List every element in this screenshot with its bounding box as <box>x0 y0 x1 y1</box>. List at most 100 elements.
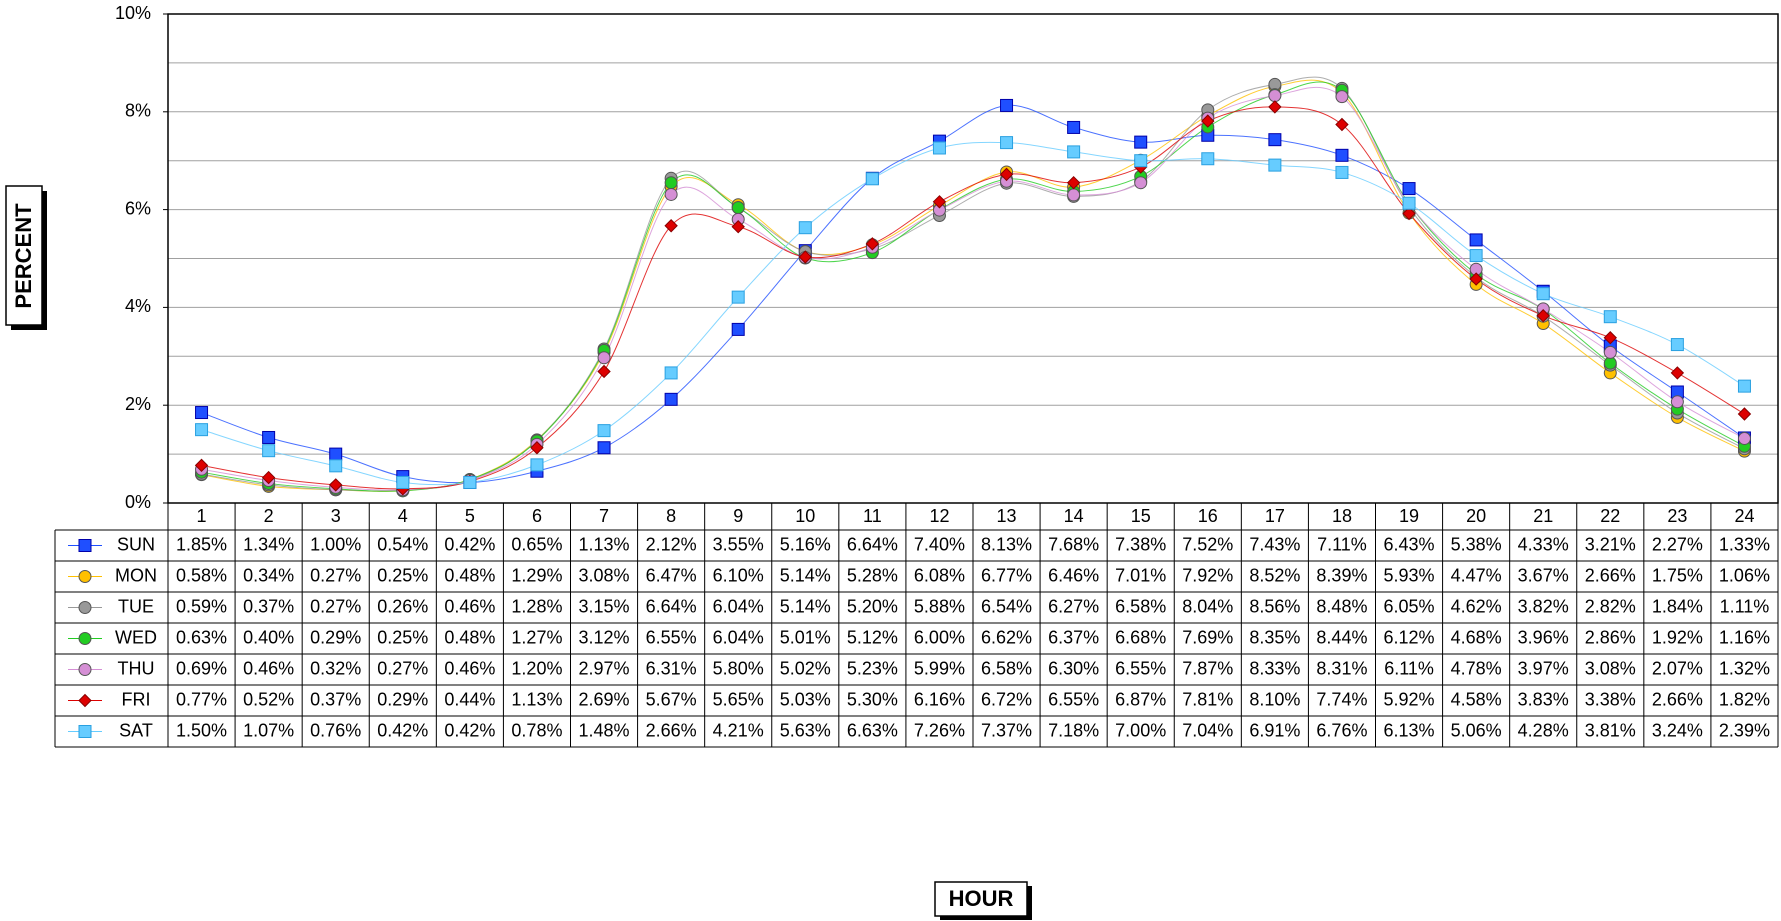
marker <box>261 470 276 485</box>
marker <box>1737 431 1751 445</box>
table-cell: 2.12% <box>646 534 697 554</box>
marker <box>1402 196 1416 210</box>
marker <box>1134 135 1148 149</box>
marker <box>731 220 745 234</box>
table-cell: 0.40% <box>243 627 294 647</box>
table-cell: 6.62% <box>981 627 1032 647</box>
marker <box>1000 98 1014 112</box>
marker <box>329 447 343 461</box>
marker <box>1536 309 1550 323</box>
x-tick-label: 4 <box>398 506 408 526</box>
x-tick-label: 24 <box>1734 506 1754 526</box>
table-cell: 3.83% <box>1518 689 1569 709</box>
y-tick-label: 6% <box>125 198 151 218</box>
table-cell: 3.15% <box>579 596 630 616</box>
table-cell: 2.86% <box>1585 627 1636 647</box>
x-tick-label: 2 <box>264 506 274 526</box>
table-cell: 0.29% <box>310 627 361 647</box>
table-cell: 1.85% <box>176 534 227 554</box>
table-cell: 7.92% <box>1182 565 1233 585</box>
table-cell: 6.64% <box>847 534 898 554</box>
legend-label: TUE <box>118 596 154 616</box>
table-cell: 6.76% <box>1316 720 1367 740</box>
table-cell: 1.20% <box>511 658 562 678</box>
marker <box>1335 90 1349 104</box>
x-tick-label: 17 <box>1265 506 1285 526</box>
table-cell: 0.34% <box>243 565 294 585</box>
table-cell: 8.33% <box>1249 658 1300 678</box>
table-cell: 1.11% <box>1720 596 1770 616</box>
table-cell: 6.87% <box>1115 689 1166 709</box>
x-tick-label: 8 <box>666 506 676 526</box>
table-cell: 5.20% <box>847 596 898 616</box>
y-tick-label: 2% <box>125 394 151 414</box>
table-cell: 7.37% <box>981 720 1032 740</box>
table-cell: 6.16% <box>914 689 965 709</box>
marker <box>1201 114 1215 128</box>
table-cell: 6.11% <box>1384 658 1434 678</box>
x-tick-label: 11 <box>863 506 882 526</box>
marker <box>530 441 544 455</box>
table-cell: 6.54% <box>981 596 1032 616</box>
table-cell: 5.06% <box>1451 720 1502 740</box>
table-cell: 6.37% <box>1048 627 1099 647</box>
table-cell: 1.27% <box>511 627 562 647</box>
table-cell: 0.48% <box>444 627 495 647</box>
table-cell: 5.63% <box>780 720 831 740</box>
legend-label: THU <box>118 658 155 678</box>
table-cell: 1.50% <box>176 720 227 740</box>
table-cell: 6.46% <box>1048 565 1099 585</box>
marker <box>999 167 1014 182</box>
table-cell: 7.74% <box>1316 689 1367 709</box>
table-cell: 8.35% <box>1249 627 1300 647</box>
marker <box>798 221 812 235</box>
table-cell: 5.30% <box>847 689 898 709</box>
marker <box>1737 407 1752 421</box>
table-cell: 1.13% <box>511 689 562 709</box>
marker <box>1268 133 1282 147</box>
x-tick-label: 10 <box>795 506 815 526</box>
marker <box>195 423 209 437</box>
table-cell: 5.88% <box>914 596 965 616</box>
table-cell: 5.65% <box>713 689 764 709</box>
table-cell: 2.66% <box>646 720 697 740</box>
table-cell: 1.13% <box>579 534 630 554</box>
table-cell: 0.65% <box>511 534 562 554</box>
marker <box>1335 117 1349 132</box>
table-cell: 7.38% <box>1115 534 1166 554</box>
table-cell: 6.00% <box>914 627 965 647</box>
table-cell: 8.56% <box>1249 596 1300 616</box>
table-cell: 8.48% <box>1316 596 1367 616</box>
x-tick-label: 15 <box>1131 506 1151 526</box>
table-cell: 5.99% <box>914 658 965 678</box>
table-cell: 8.13% <box>981 534 1032 554</box>
table-cell: 6.04% <box>713 596 764 616</box>
table-cell: 1.75% <box>1652 565 1703 585</box>
marker <box>1067 145 1081 159</box>
table-cell: 0.27% <box>310 565 361 585</box>
marker <box>329 478 343 492</box>
marker <box>78 539 92 552</box>
marker <box>530 458 544 472</box>
x-tick-label: 5 <box>465 506 475 526</box>
legend-label: FRI <box>122 689 151 709</box>
table-cell: 3.96% <box>1518 627 1569 647</box>
table-cell: 0.46% <box>444 658 495 678</box>
table-cell: 6.64% <box>646 596 697 616</box>
marker <box>1603 356 1617 370</box>
table-cell: 4.78% <box>1451 658 1502 678</box>
table-cell: 6.72% <box>981 689 1032 709</box>
table-cell: 7.18% <box>1048 720 1099 740</box>
table-cell: 1.32% <box>1719 658 1770 678</box>
y-axis-title: PERCENT <box>11 203 36 309</box>
table-cell: 4.58% <box>1451 689 1502 709</box>
legend-label: WED <box>115 627 157 647</box>
table-cell: 4.33% <box>1518 534 1569 554</box>
series-line <box>201 87 1745 491</box>
table-cell: 1.06% <box>1719 565 1770 585</box>
table-cell: 7.40% <box>914 534 965 554</box>
marker <box>78 663 92 676</box>
table-cell: 5.03% <box>780 689 831 709</box>
marker <box>932 141 946 155</box>
x-tick-label: 21 <box>1533 506 1553 526</box>
